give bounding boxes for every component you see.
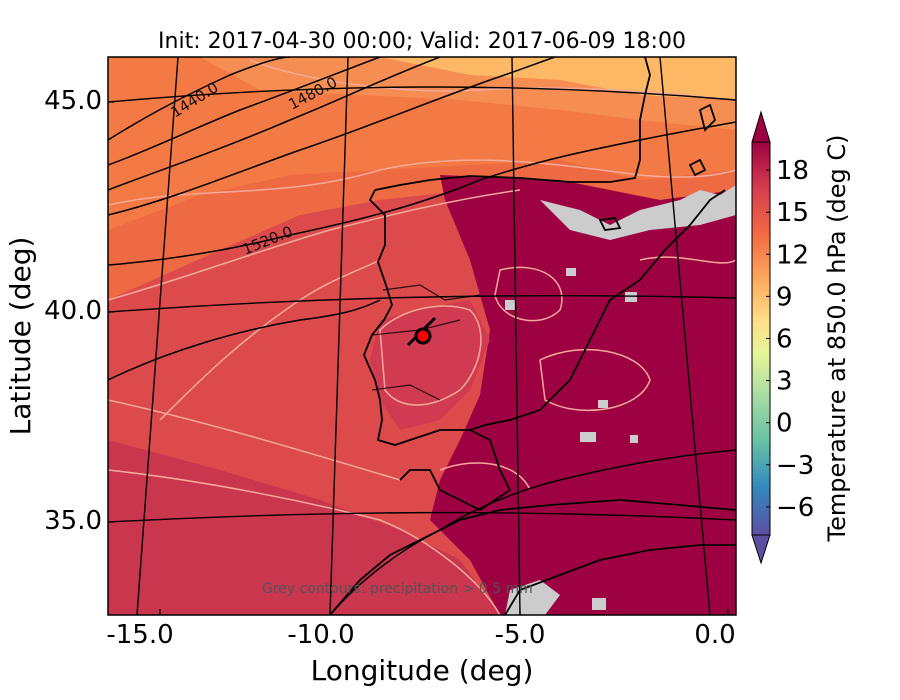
- station-marker-dot: [414, 327, 432, 345]
- graticule: [108, 57, 736, 615]
- colorbar-tick-label: 6: [776, 325, 793, 355]
- coastlines: [329, 57, 736, 615]
- colorbar-ticks: −6 −3 0 3 6 9 12 15 18: [766, 156, 814, 523]
- x-tick-label: 0.0: [694, 620, 735, 650]
- map-frame: [107, 56, 737, 616]
- station-marker: [406, 316, 437, 347]
- colorbar-extend-max: [751, 110, 771, 143]
- y-tick-label: 40.0: [44, 296, 102, 326]
- plot-title: Init: 2017-04-30 00:00; Valid: 2017-06-0…: [158, 29, 686, 54]
- x-tick-label: -5.0: [495, 620, 546, 650]
- y-axis: 45.0 40.0 35.0 Latitude (deg): [4, 86, 114, 536]
- colorbar-tick-label: −3: [776, 451, 814, 481]
- colorbar-gradient: [752, 142, 770, 535]
- map-panel: 1440.0 1480.0 1520.0 Grey contours: prec…: [108, 57, 736, 615]
- colorbar-tick-label: 9: [776, 282, 793, 312]
- colorbar-tick-label: 0: [776, 409, 793, 439]
- height-contours: [108, 57, 736, 615]
- colorbar-tick-label: −6: [776, 493, 814, 523]
- x-axis: -15.0 -10.0 -5.0 0.0 Longitude (deg): [106, 609, 736, 687]
- colorbar-tick-label: 12: [776, 240, 809, 270]
- colorbar-label: Temperature at 850.0 hPa (deg C): [823, 134, 851, 542]
- x-tick-label: -10.0: [287, 620, 354, 650]
- precipitation-patches: [505, 185, 736, 615]
- colorbar: −6 −3 0 3 6 9 12 15 18 Temperature at 850.0 hPa …: [751, 110, 851, 565]
- precipitation-note: Grey contours: precipitation > 0.5 mm: [262, 581, 533, 597]
- x-tick-label: -15.0: [106, 620, 173, 650]
- y-tick-label: 35.0: [44, 506, 102, 536]
- colorbar-tick-label: 3: [776, 367, 793, 397]
- colorbar-tick-label: 18: [776, 156, 809, 186]
- colorbar-tick-label: 15: [776, 198, 809, 228]
- y-tick-label: 45.0: [44, 86, 102, 116]
- temperature-isolines: [108, 59, 736, 615]
- y-axis-label: Latitude (deg): [4, 237, 37, 436]
- x-axis-label: Longitude (deg): [311, 654, 534, 687]
- colorbar-extend-min: [751, 534, 771, 565]
